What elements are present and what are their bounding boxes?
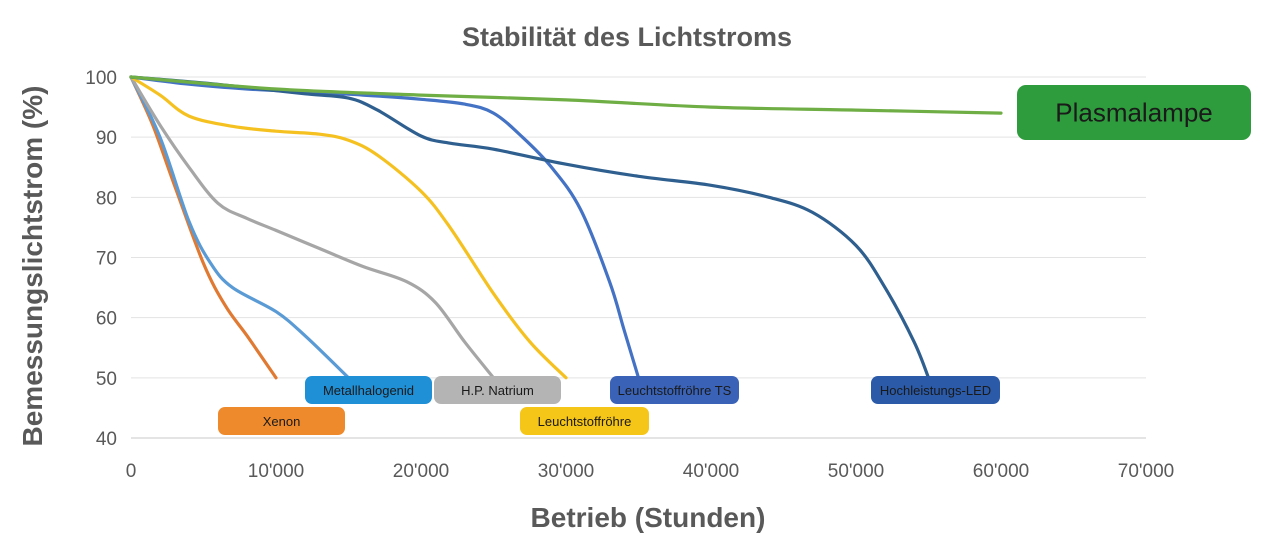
series-label-text: Xenon	[263, 414, 301, 429]
series-label-xenon: Xenon	[218, 407, 345, 435]
series-line-xenon	[129, 75, 278, 380]
y-tick-label: 90	[96, 128, 117, 149]
series-label-badge	[871, 376, 1000, 404]
y-tick-label: 100	[85, 68, 117, 89]
x-tick-label: 30'000	[538, 461, 594, 482]
x-tick-label: 60'000	[973, 461, 1029, 482]
series-lines	[129, 75, 1003, 380]
series-label-text: Leuchtstoffröhre	[538, 414, 632, 429]
y-axis-title: Bemessungslichtstrom (%)	[17, 86, 48, 447]
gridlines	[131, 76, 1146, 379]
y-tick-label: 70	[96, 249, 117, 270]
series-line-metallhalogenid	[129, 75, 351, 380]
series-line-plasmalampe	[129, 75, 1003, 115]
x-tick-label: 10'000	[248, 461, 304, 482]
series-label-plasmalampe: Plasmalampe	[1017, 85, 1251, 140]
series-line-h-p-natrium	[129, 75, 496, 380]
series-label-text: Leuchtstoffröhre TS	[618, 383, 732, 398]
series-label-badge	[1017, 85, 1251, 140]
y-tick-label: 50	[96, 369, 117, 390]
y-tick-label: 60	[96, 309, 117, 330]
x-tick-label: 0	[126, 461, 137, 482]
series-label-leuchtstoffr-hre: Leuchtstoffröhre	[520, 407, 649, 435]
series-label-leuchtstoffr-hre-ts: Leuchtstoffröhre TS	[610, 376, 739, 404]
y-axis-ticks: 40 50 60 70 80 90 100	[85, 68, 117, 450]
y-tick-label: 40	[96, 429, 117, 450]
x-tick-label: 40'000	[683, 461, 739, 482]
x-axis-title: Betrieb (Stunden)	[531, 502, 766, 533]
series-label-badge	[434, 376, 561, 404]
x-tick-label: 50'000	[828, 461, 884, 482]
series-line-hochleistungs-led	[129, 75, 931, 380]
x-tick-label: 20'000	[393, 461, 449, 482]
series-labels: Xenon Metallhalogenid H.P. Natrium Leuchtst…	[218, 85, 1251, 435]
series-label-text: Plasmalampe	[1055, 98, 1213, 128]
series-label-text: Hochleistungs-LED	[880, 383, 991, 398]
series-label-hochleistungs-led: Hochleistungs-LED	[871, 376, 1000, 404]
series-label-badge	[218, 407, 345, 435]
series-label-metallhalogenid: Metallhalogenid	[305, 376, 432, 404]
series-line-leuchtstoffr-hre	[129, 75, 568, 380]
chart-title: Stabilität des Lichtstroms	[462, 22, 792, 52]
series-label-h-p-natrium: H.P. Natrium	[434, 376, 561, 404]
x-axis-ticks: 0 10'000 20'000 30'000 40'000 50'000 60'000 70'…	[126, 461, 1175, 482]
series-label-text: H.P. Natrium	[461, 383, 534, 398]
x-tick-label: 70'000	[1118, 461, 1174, 482]
series-label-text: Metallhalogenid	[323, 383, 414, 398]
series-label-badge	[305, 376, 432, 404]
series-label-badge	[520, 407, 649, 435]
series-label-badge	[610, 376, 739, 404]
y-tick-label: 80	[96, 188, 117, 209]
